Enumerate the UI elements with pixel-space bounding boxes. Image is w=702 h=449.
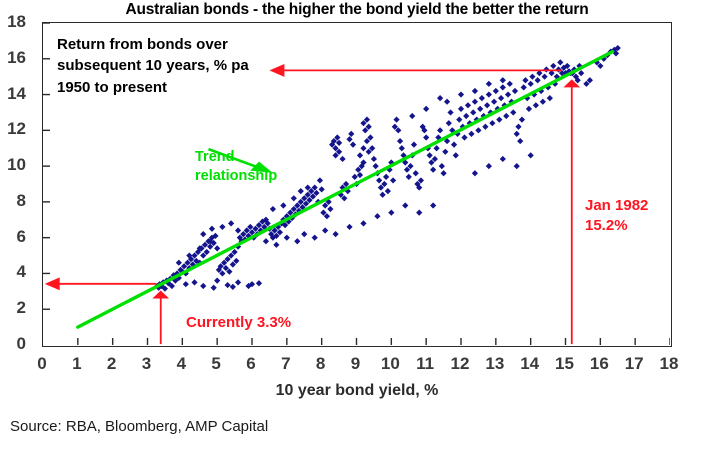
annotation-trend-line-2: relationship <box>195 167 278 184</box>
annotation-jan-1982: Jan 1982 15.2% <box>585 196 648 236</box>
x-axis-tick-label: 18 <box>659 354 679 373</box>
x-axis-tick-label: 2 <box>106 354 117 373</box>
annotation-note: Return from bonds over subsequent 10 yea… <box>57 34 249 98</box>
annotation-note-line-2: subsequent 10 years, % pa <box>57 57 249 75</box>
trend-line <box>76 49 615 329</box>
chart-title: Australian bonds - the higher the bond y… <box>125 1 589 18</box>
x-axis-tick-label: 1 <box>72 354 82 373</box>
scatter-plot-svg <box>43 23 670 345</box>
x-axis-tick-label: 8 <box>315 354 326 373</box>
annotation-jan-line-1: Jan 1982 <box>585 197 649 214</box>
y-axis-tick-label: 10 <box>7 155 26 175</box>
y-axis-tick-label: 8 <box>16 190 26 210</box>
x-axis-tick-label: 15 <box>555 354 574 373</box>
x-axis-tick-label: 4 <box>176 354 187 373</box>
y-axis-tick-label: 2 <box>16 298 26 318</box>
annotation-arrows <box>44 63 581 345</box>
x-axis-tick-label: 5 <box>211 354 221 373</box>
x-axis-tick-label: 14 <box>520 354 540 373</box>
y-axis-tick-label: 16 <box>7 47 26 67</box>
x-axis-tick-label: 10 <box>380 354 400 373</box>
x-axis-tick-label: 17 <box>624 354 644 373</box>
x-axis-tick-label: 7 <box>281 354 291 373</box>
x-axis-tick-label: 0 <box>37 354 47 373</box>
x-axis-tick-label: 12 <box>450 354 470 373</box>
y-axis-tick-label: 12 <box>7 119 26 139</box>
plot-area <box>42 22 672 347</box>
x-axis-tick-label: 3 <box>141 354 152 373</box>
annotation-jan-line-2: 15.2% <box>585 216 628 234</box>
x-axis-tick-label: 11 <box>416 354 435 373</box>
y-axis-tick-label: 6 <box>16 226 26 246</box>
y-axis-tick-label: 18 <box>7 12 26 31</box>
x-axis-title: 10 year bond yield, % <box>275 382 439 399</box>
source-note: Source: RBA, Bloomberg, AMP Capital <box>10 418 269 435</box>
annotation-currently: Currently 3.3% <box>186 314 292 331</box>
x-axis-tick-label: 13 <box>485 354 505 373</box>
trend-callout-arrow <box>208 147 273 173</box>
x-axis-tick-label: 9 <box>350 354 361 373</box>
annotation-note-line-1: Return from bonds over <box>57 36 228 53</box>
y-axis-tick-label: 4 <box>16 262 26 282</box>
annotation-trend-relationship: Trend relationship <box>195 148 277 186</box>
x-axis-tick-label: 6 <box>246 354 256 373</box>
annotation-trend-line-1: Trend <box>195 149 235 165</box>
y-axis-tick-label: 0 <box>16 334 26 353</box>
x-axis-tick-label: 16 <box>589 354 609 373</box>
y-axis-tick-label: 14 <box>7 83 26 103</box>
annotation-note-line-3: 1950 to present <box>57 78 168 96</box>
